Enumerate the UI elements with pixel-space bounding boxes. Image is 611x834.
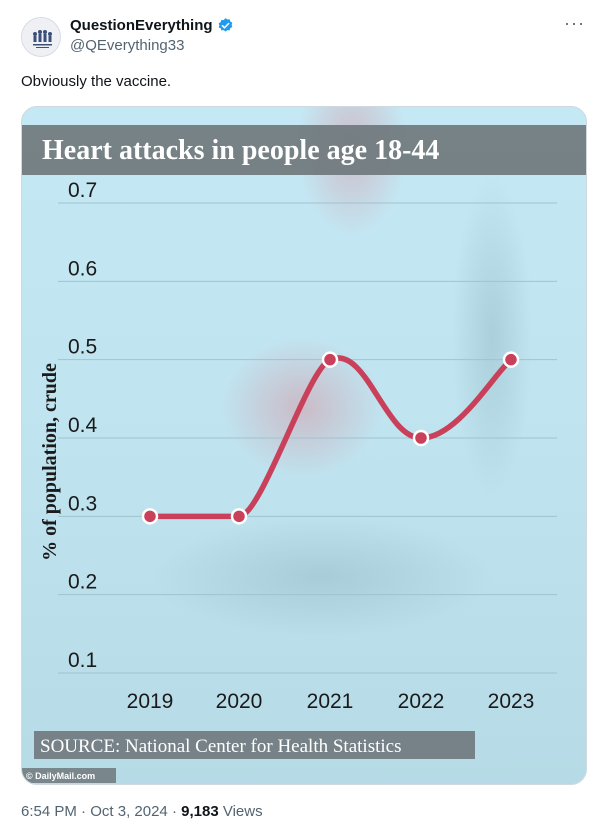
gridlines (58, 202, 557, 674)
more-options-icon[interactable]: ··· (564, 13, 585, 33)
source-text: SOURCE: National Center for Health Stati… (40, 736, 401, 757)
x-tick-label: 2023 (488, 690, 535, 713)
avatar-image (22, 18, 60, 56)
separator-dot: · (81, 803, 87, 820)
title-banner (22, 125, 586, 175)
tweet-date[interactable]: Oct 3, 2024 (90, 803, 168, 820)
data-point (321, 351, 339, 368)
views-count: 9,183 (181, 803, 219, 820)
data-point (412, 429, 430, 447)
verified-badge-icon (218, 18, 232, 32)
chart-title: Heart attacks in people age 18-44 (42, 135, 439, 166)
line-chart: Heart attacks in people age 18-44 0.7 0.6… (22, 107, 586, 784)
x-tick-labels: 2019 2020 2021 2022 2023 (127, 690, 535, 713)
y-tick-label: 0.2 (68, 571, 97, 594)
x-tick-label: 2019 (127, 690, 174, 713)
y-tick-label: 0.5 (68, 336, 97, 359)
data-points (141, 351, 520, 525)
data-point (141, 508, 159, 525)
y-tick-label: 0.1 (68, 649, 97, 672)
y-axis-label: % of population, crude (39, 363, 61, 561)
data-point (502, 351, 520, 368)
chart-background (22, 107, 586, 784)
x-tick-label: 2020 (216, 690, 263, 713)
tweet-time[interactable]: 6:54 PM (21, 803, 77, 820)
author-row: QuestionEverything (70, 17, 234, 34)
tweet-text: Obviously the vaccine. (21, 73, 172, 90)
x-tick-label: 2021 (307, 690, 354, 713)
data-point (230, 508, 248, 525)
display-name[interactable]: QuestionEverything (70, 17, 213, 34)
y-tick-label: 0.3 (68, 492, 97, 515)
x-tick-label: 2022 (398, 690, 445, 713)
watermark-text: © DailyMail.com (26, 771, 95, 781)
y-tick-label: 0.6 (68, 257, 97, 280)
separator-dot: · (171, 803, 177, 820)
tweet-media[interactable]: Heart attacks in people age 18-44 0.7 0.6… (21, 106, 587, 785)
y-tick-label: 0.7 (68, 179, 97, 202)
views-label: Views (222, 803, 263, 820)
series-line (147, 355, 514, 520)
y-tick-labels: 0.7 0.6 0.5 0.4 0.3 0.2 0.1 (68, 179, 98, 672)
user-handle[interactable]: @QEverything33 (70, 37, 185, 54)
y-tick-label: 0.4 (68, 414, 98, 437)
avatar[interactable] (21, 17, 61, 57)
tweet-footer: 6:54 PM · Oct 3, 2024 · 9,183 Views (21, 803, 263, 820)
source-banner (34, 731, 475, 759)
watermark-banner (22, 768, 116, 783)
